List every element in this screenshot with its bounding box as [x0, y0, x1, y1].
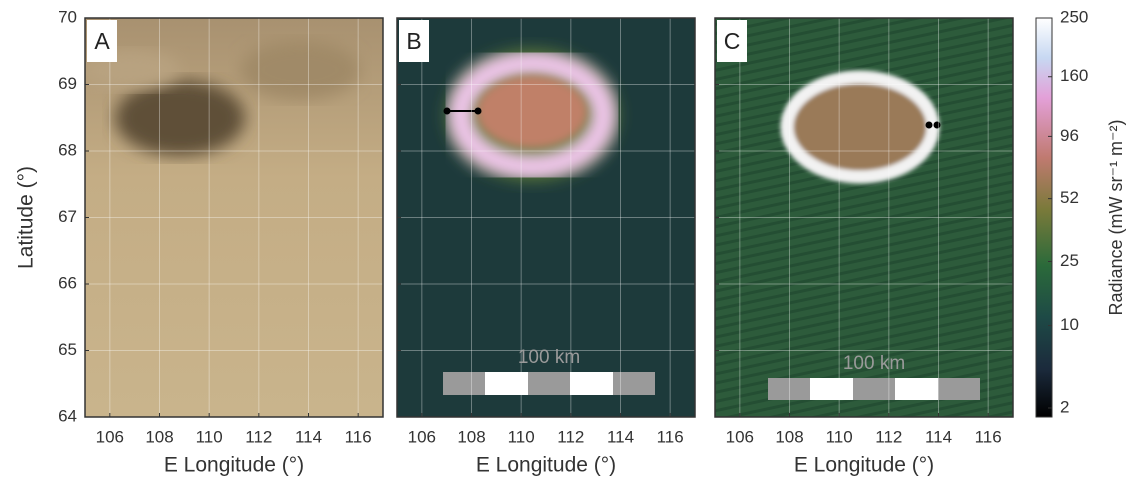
y-axis-label: Latitude (°): [15, 166, 38, 269]
x-tick-label: 108: [775, 427, 803, 446]
x-tick-label: 116: [345, 427, 372, 446]
y-tick-label: 65: [58, 340, 77, 359]
x-tick-label: 112: [875, 427, 902, 446]
plot-frame: [396, 17, 696, 418]
x-tick-label: 106: [726, 427, 754, 446]
panel-a-image: [85, 18, 383, 417]
x-tick-label: 108: [457, 427, 485, 446]
x-tick-label: 110: [826, 427, 853, 446]
x-tick-label: 116: [975, 427, 1002, 446]
plot-frame: [714, 17, 1014, 418]
panel-label-box: [717, 20, 747, 62]
colorbar: [1035, 17, 1053, 418]
x-tick-label: 114: [925, 427, 952, 446]
x-tick-label: 114: [607, 427, 634, 446]
colorbar-tick-label: 96: [1060, 126, 1079, 145]
colorbar-tick-label: 250: [1060, 7, 1088, 26]
x-axis-label: E Longitude (°): [794, 454, 934, 477]
y-tick-label: 69: [58, 74, 77, 93]
scale-bar-label: 100 km: [518, 347, 580, 368]
colorbar-label: Radiance (mW sr⁻¹ m⁻²): [1106, 119, 1126, 315]
panel-label: C: [724, 28, 741, 54]
colorbar-tick-label: 52: [1060, 188, 1079, 207]
y-tick-label: 70: [58, 7, 77, 26]
panel-label: B: [406, 28, 421, 54]
panel-label: A: [94, 28, 110, 54]
y-tick-label: 64: [58, 406, 77, 425]
x-tick-label: 112: [557, 427, 584, 446]
x-tick-label: 114: [295, 427, 322, 446]
panel-b-image: [397, 18, 695, 417]
colorbar-tick-label: 160: [1060, 66, 1088, 85]
x-tick-label: 110: [508, 427, 535, 446]
x-axis-label: E Longitude (°): [164, 454, 304, 477]
x-tick-label: 106: [96, 427, 124, 446]
colorbar-tick-label: 25: [1060, 251, 1079, 270]
x-tick-label: 108: [145, 427, 173, 446]
plot-frame: [84, 17, 384, 418]
panel-label-box: [399, 20, 429, 62]
x-axis-label: E Longitude (°): [476, 454, 616, 477]
y-tick-label: 66: [58, 273, 77, 292]
x-tick-label: 116: [657, 427, 684, 446]
colorbar-tick-label: 2: [1060, 397, 1069, 416]
panel-c-image: [715, 18, 1013, 417]
y-tick-label: 67: [58, 207, 77, 226]
x-tick-label: 110: [196, 427, 223, 446]
y-tick-label: 68: [58, 140, 77, 159]
x-tick-label: 112: [245, 427, 272, 446]
colorbar-tick-label: 10: [1060, 315, 1079, 334]
panel-label-box: [87, 20, 117, 62]
scale-bar-label: 100 km: [843, 353, 905, 374]
x-tick-label: 106: [408, 427, 436, 446]
scale-bars: [443, 372, 980, 400]
